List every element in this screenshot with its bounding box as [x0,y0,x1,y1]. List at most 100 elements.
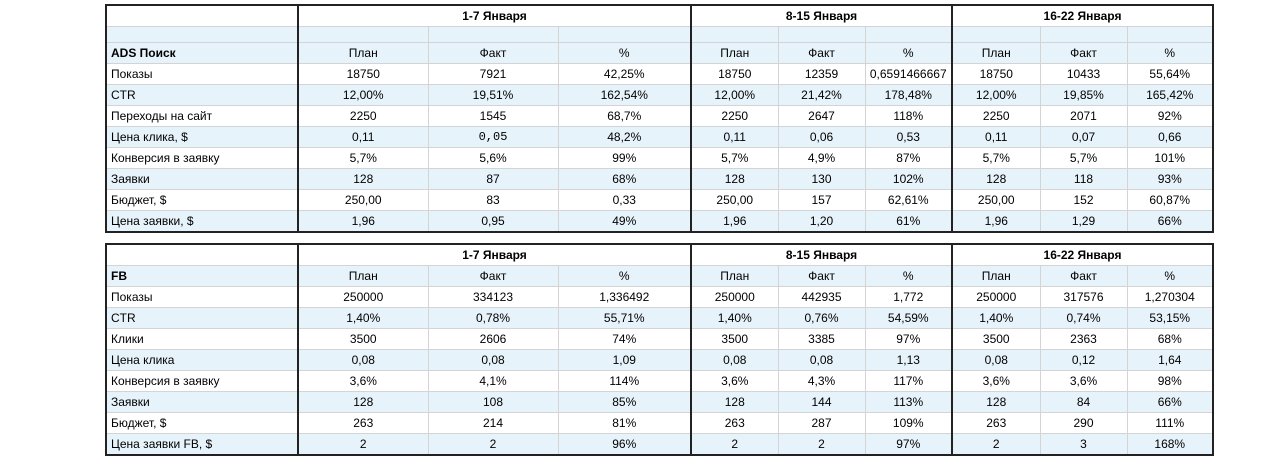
subheader-cell[interactable]: % [864,42,953,64]
cell[interactable]: 128 [951,168,1041,190]
row-label[interactable]: Показы [105,286,299,308]
cell[interactable]: 1,20 [777,210,866,233]
cell[interactable]: 101% [1126,147,1214,169]
cell[interactable]: 85% [557,391,692,413]
cell[interactable]: 12,00% [690,84,779,106]
cell[interactable]: 3 [1039,433,1128,456]
cell[interactable]: 0,12 [1039,349,1128,371]
cell[interactable]: 1,40% [297,307,429,329]
cell[interactable]: 5,7% [690,147,779,169]
period-header[interactable]: 16-22 Января [951,4,1214,27]
period-header[interactable]: 8-15 Января [690,243,953,266]
cell[interactable]: 1,29 [1039,210,1128,233]
cell[interactable]: 83 [427,189,559,211]
cell[interactable]: 317576 [1039,286,1128,308]
cell[interactable]: 109% [864,412,953,434]
cell[interactable]: 3,6% [1039,370,1128,392]
cell[interactable]: 66% [1126,391,1214,413]
cell[interactable]: 0,95 [427,210,559,233]
row-label[interactable]: CTR [105,307,299,329]
row-label[interactable]: Цена заявки, $ [105,210,299,233]
cell[interactable]: 4,1% [427,370,559,392]
subheader-cell[interactable]: % [864,265,953,287]
cell[interactable]: 5,7% [297,147,429,169]
cell[interactable]: 113% [864,391,953,413]
subheader-cell[interactable]: % [557,42,692,64]
cell[interactable]: 3500 [690,328,779,350]
cell[interactable]: 114% [557,370,692,392]
cell[interactable]: 68,7% [557,105,692,127]
cell[interactable]: 0,11 [297,126,429,148]
subheader-cell[interactable]: План [951,42,1041,64]
cell[interactable]: 55,71% [557,307,692,329]
subheader-cell[interactable]: Факт [427,265,559,287]
cell[interactable]: 1,40% [951,307,1041,329]
cell[interactable]: 19,51% [427,84,559,106]
cell[interactable]: 87% [864,147,953,169]
cell[interactable]: 19,85% [1039,84,1128,106]
cell[interactable]: 117% [864,370,953,392]
row-label[interactable]: Бюджет, $ [105,412,299,434]
cell[interactable]: 84 [1039,391,1128,413]
row-label[interactable]: Цена клика [105,349,299,371]
cell[interactable]: 162,54% [557,84,692,106]
cell[interactable]: 12359 [777,63,866,85]
cell[interactable]: 92% [1126,105,1214,127]
cell[interactable]: 42,25% [557,63,692,85]
cell[interactable]: 250,00 [690,189,779,211]
cell[interactable] [777,26,866,43]
cell[interactable]: 1,40% [690,307,779,329]
period-header[interactable]: 16-22 Января [951,243,1214,266]
cell[interactable]: 1545 [427,105,559,127]
cell[interactable] [1126,26,1214,43]
subheader-cell[interactable]: План [297,265,429,287]
cell[interactable]: 263 [951,412,1041,434]
cell[interactable]: 87 [427,168,559,190]
cell[interactable] [1039,26,1128,43]
cell[interactable]: 12,00% [297,84,429,106]
cell[interactable] [557,26,692,43]
cell[interactable]: 250,00 [951,189,1041,211]
subheader-cell[interactable]: Факт [1039,42,1128,64]
cell[interactable]: 263 [690,412,779,434]
cell[interactable]: 1,336492 [557,286,692,308]
cell[interactable]: 3,6% [690,370,779,392]
cell[interactable]: 1,09 [557,349,692,371]
cell[interactable]: 0,76% [777,307,866,329]
cell[interactable]: 68% [1126,328,1214,350]
cell[interactable]: 250000 [690,286,779,308]
cell[interactable]: 2363 [1039,328,1128,350]
cell[interactable]: 2 [951,433,1041,456]
subheader-cell[interactable]: % [557,265,692,287]
cell[interactable]: 263 [297,412,429,434]
cell[interactable]: 0,11 [951,126,1041,148]
cell[interactable]: 128 [297,391,429,413]
cell[interactable]: 1,64 [1126,349,1214,371]
cell[interactable]: 18750 [297,63,429,85]
cell[interactable]: 49% [557,210,692,233]
cell[interactable] [297,26,429,43]
cell[interactable]: 3500 [951,328,1041,350]
subheader-cell[interactable]: План [297,42,429,64]
cell[interactable]: 1,96 [297,210,429,233]
cell[interactable]: 0,08 [297,349,429,371]
cell[interactable]: 60,87% [1126,189,1214,211]
cell[interactable]: 287 [777,412,866,434]
cell[interactable]: 12,00% [951,84,1041,106]
cell[interactable]: 0,6591466667 [864,63,953,85]
table-title[interactable]: ADS Поиск [105,42,299,64]
subheader-cell[interactable]: Факт [427,42,559,64]
row-label[interactable]: Переходы на сайт [105,105,299,127]
cell[interactable]: 128 [690,391,779,413]
cell[interactable]: 144 [777,391,866,413]
cell[interactable]: 0,08 [690,349,779,371]
period-header[interactable]: 1-7 Января [297,4,692,27]
cell[interactable] [951,26,1041,43]
cell[interactable]: 66% [1126,210,1214,233]
subheader-cell[interactable]: % [1126,42,1214,64]
cell[interactable]: 18750 [690,63,779,85]
cell[interactable]: 118 [1039,168,1128,190]
cell[interactable]: 152 [1039,189,1128,211]
cell[interactable]: 1,13 [864,349,953,371]
cell[interactable]: 48,2% [557,126,692,148]
